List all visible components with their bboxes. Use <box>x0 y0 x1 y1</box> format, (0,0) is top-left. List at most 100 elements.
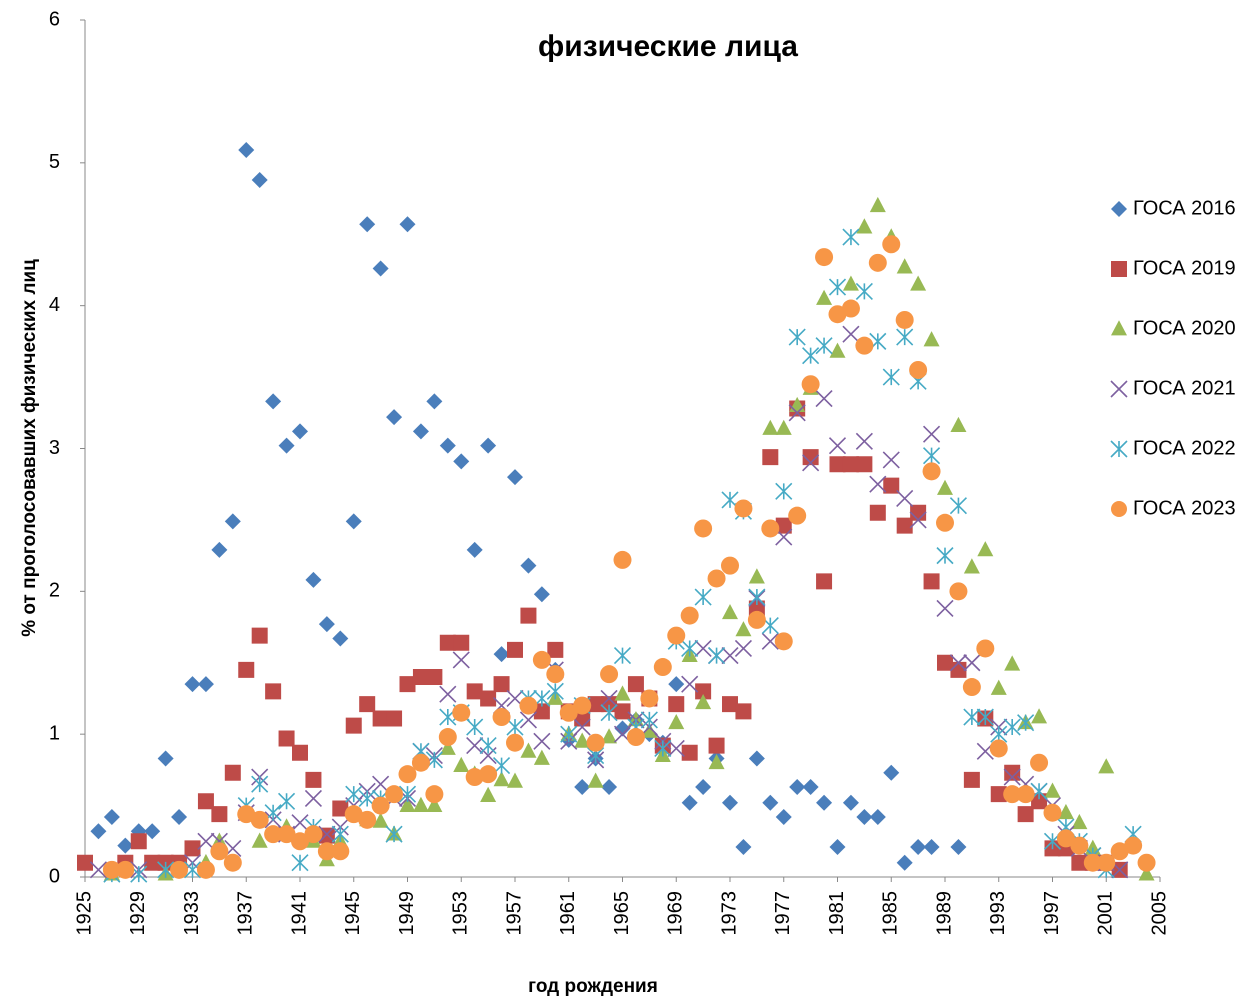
data-point <box>762 419 779 435</box>
data-point <box>1137 853 1156 872</box>
x-tick-label: 1973 <box>718 891 740 936</box>
data-point <box>157 750 174 767</box>
data-point <box>304 825 323 844</box>
data-point <box>896 489 914 508</box>
data-point <box>802 779 819 796</box>
data-point <box>250 810 269 829</box>
x-tick-label: 1989 <box>933 891 955 936</box>
data-point <box>144 854 161 871</box>
data-point <box>963 771 980 788</box>
data-point <box>708 753 725 770</box>
data-point <box>816 573 833 590</box>
data-point <box>1056 829 1075 848</box>
data-point <box>466 541 483 558</box>
data-point <box>667 739 685 758</box>
data-point <box>922 462 941 481</box>
legend-label: ГОСА 2019 <box>1133 257 1236 279</box>
data-point <box>600 665 619 684</box>
data-point <box>359 696 376 713</box>
legend-label: ГОСА 2021 <box>1133 377 1236 399</box>
data-point <box>963 708 981 726</box>
data-point <box>90 823 107 840</box>
data-point <box>601 728 618 744</box>
data-point <box>694 588 712 606</box>
data-point <box>211 806 228 823</box>
data-point <box>520 607 537 624</box>
data-point <box>520 557 537 574</box>
data-point <box>102 860 121 879</box>
data-point <box>386 710 403 727</box>
data-point <box>439 437 456 454</box>
data-point <box>653 658 672 677</box>
data-point <box>237 805 256 824</box>
data-point <box>130 833 147 850</box>
data-point <box>614 720 631 737</box>
data-point <box>1003 768 1021 786</box>
data-point <box>976 639 995 658</box>
data-point <box>399 676 416 693</box>
data-point <box>681 794 698 811</box>
data-point <box>452 651 470 669</box>
data-point <box>910 504 927 521</box>
data-point <box>937 654 953 671</box>
data-point <box>358 810 377 829</box>
data-point <box>707 569 726 588</box>
y-tick-label: 2 <box>49 580 60 602</box>
data-point <box>77 854 93 871</box>
data-point <box>238 141 255 158</box>
data-point <box>371 796 390 815</box>
data-point <box>909 360 928 379</box>
data-point <box>989 739 1008 758</box>
data-point <box>680 606 699 625</box>
x-tick-label: 1965 <box>611 891 633 936</box>
data-point <box>788 506 807 525</box>
data-point <box>748 568 765 584</box>
data-point <box>372 710 389 727</box>
data-point <box>399 796 416 812</box>
data-point <box>546 682 564 700</box>
x-tick-label: 1945 <box>342 891 364 936</box>
data-point <box>372 775 390 793</box>
data-point <box>492 708 511 727</box>
data-point <box>962 678 981 697</box>
data-point <box>614 703 631 720</box>
legend-label: ГОСА 2022 <box>1133 437 1236 459</box>
data-point <box>747 610 766 629</box>
data-point <box>1044 782 1061 798</box>
data-point <box>829 839 846 856</box>
data-point <box>1110 842 1129 861</box>
x-tick-label: 1981 <box>826 891 848 936</box>
data-point <box>601 779 618 796</box>
legend-marker <box>1111 261 1127 277</box>
data-point <box>896 854 913 871</box>
data-point <box>923 839 940 856</box>
x-tick-label: 1977 <box>772 891 794 936</box>
data-point <box>251 171 268 188</box>
data-point <box>372 260 389 277</box>
x-tick-label: 1957 <box>503 891 525 936</box>
data-point <box>291 832 309 851</box>
data-point <box>399 216 416 233</box>
data-point <box>922 447 941 465</box>
data-point <box>1043 803 1062 822</box>
data-point <box>788 404 806 422</box>
data-point <box>895 310 914 329</box>
data-point <box>842 228 860 246</box>
data-point <box>439 685 457 703</box>
data-point <box>614 685 631 701</box>
x-tick-label: 1997 <box>1041 891 1063 936</box>
data-point <box>936 513 954 532</box>
data-point <box>426 393 443 410</box>
data-point <box>520 742 537 758</box>
x-axis-title: год рождения <box>528 976 658 997</box>
data-point <box>721 556 739 575</box>
data-point <box>802 454 820 472</box>
x-tick-label: 2001 <box>1095 891 1117 936</box>
data-point <box>331 842 350 861</box>
data-point <box>882 235 901 254</box>
data-point <box>453 756 470 772</box>
data-point <box>452 703 471 722</box>
data-point <box>828 437 847 455</box>
data-point <box>775 482 793 500</box>
x-tick-label: 1941 <box>288 891 310 936</box>
